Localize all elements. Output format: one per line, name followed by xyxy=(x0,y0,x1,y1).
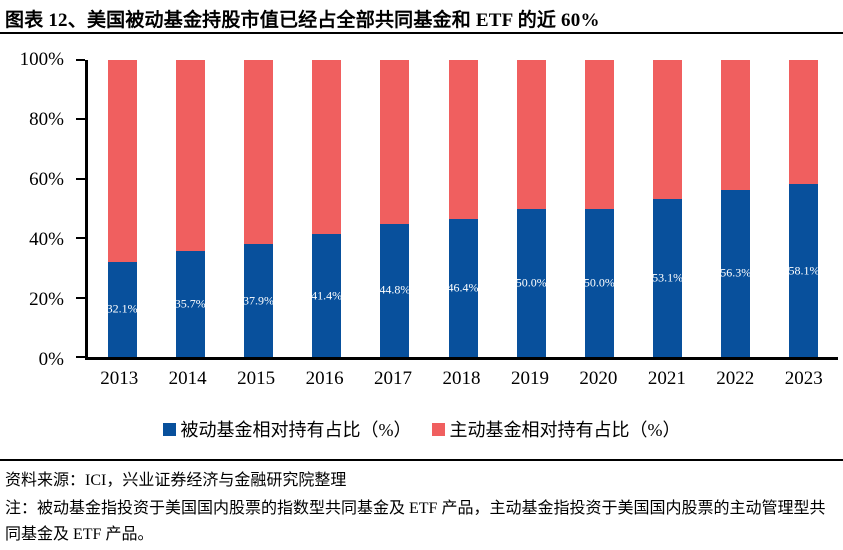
source-text: 资料来源：ICI，兴业证券经济与金融研究院整理 xyxy=(5,472,347,489)
legend-label: 被动基金相对持有占比（%） xyxy=(180,420,412,440)
bar-column: 46.4% xyxy=(429,60,497,357)
passive-fund-segment: 46.4% xyxy=(447,219,479,357)
note-text: 注：被动基金指投资于美国国内股票的指数型共同基金及 ETF 产品，主动基金指投资… xyxy=(5,500,826,543)
stacked-bar: 32.1% xyxy=(106,60,138,357)
legend-swatch-icon xyxy=(162,422,176,436)
passive-fund-segment: 37.9% xyxy=(242,244,274,357)
bar-column: 35.7% xyxy=(156,60,224,357)
stacked-bar: 53.1% xyxy=(652,60,684,357)
stacked-bar: 56.3% xyxy=(720,60,752,357)
bar-column: 56.3% xyxy=(702,60,770,357)
x-axis-year-label: 2017 xyxy=(374,368,413,389)
y-axis-tick-label: 60% xyxy=(29,169,64,190)
x-axis-year-label: 2019 xyxy=(510,368,549,389)
passive-fund-segment: 41.4% xyxy=(311,234,343,357)
active-fund-segment xyxy=(107,60,137,262)
chart-legend: 被动基金相对持有占比（%） 主动基金相对持有占比（%） xyxy=(0,416,843,442)
x-axis-labels: 2013 2014 2015 2016 2017 2018 2019 2020 2021 2022… xyxy=(85,368,838,390)
active-fund-segment xyxy=(448,60,478,220)
legend-label: 主动基金相对持有占比（%） xyxy=(449,420,681,440)
passive-fund-segment: 44.8% xyxy=(379,223,411,357)
active-fund-segment xyxy=(721,60,751,190)
stacked-bar: 41.4% xyxy=(311,60,343,357)
bar-column: 50.0% xyxy=(565,60,633,357)
passive-fund-segment: 50.0% xyxy=(515,208,547,357)
active-fund-segment xyxy=(243,60,273,245)
y-axis-tick-mark xyxy=(76,59,85,61)
legend-item: 主动基金相对持有占比（%） xyxy=(431,416,681,442)
x-axis-year-label: 2018 xyxy=(442,368,481,389)
bar-value-label: 32.1% xyxy=(106,301,138,316)
plot-area: 32.1% 35.7% 37.9% 41.4% 44.8% 46.4% 50.0% 50.0%… xyxy=(76,59,838,360)
active-fund-segment xyxy=(175,60,205,251)
passive-fund-segment: 35.7% xyxy=(174,250,206,357)
active-fund-segment xyxy=(380,60,410,224)
passive-fund-segment: 56.3% xyxy=(720,189,752,357)
y-axis-tick-mark xyxy=(76,296,85,299)
bar-series-container: 32.1% 35.7% 37.9% 41.4% 44.8% 46.4% 50.0% 50.0%… xyxy=(88,60,838,357)
stacked-bar: 46.4% xyxy=(447,60,479,357)
bar-value-label: 58.1% xyxy=(788,263,820,278)
bar-value-label: 53.1% xyxy=(652,270,684,285)
figure-footer: 资料来源：ICI，兴业证券经济与金融研究院整理 注：被动基金指投资于美国国内股票… xyxy=(5,468,838,548)
bar-value-label: 37.9% xyxy=(242,293,274,308)
y-axis-tick-label: 80% xyxy=(29,109,64,130)
bar-column: 32.1% xyxy=(88,60,156,357)
legend-item: 被动基金相对持有占比（%） xyxy=(162,416,412,442)
y-axis-tick-mark xyxy=(76,118,85,121)
bar-value-label: 41.4% xyxy=(311,288,343,303)
bar-value-label: 56.3% xyxy=(720,265,752,280)
y-axis-labels: 100% 80% 60% 40% 20% 0% xyxy=(0,49,72,370)
active-fund-segment xyxy=(516,60,546,209)
bar-column: 53.1% xyxy=(634,60,702,357)
footer-divider-line xyxy=(0,459,843,461)
bar-value-label: 50.0% xyxy=(515,275,547,290)
y-axis-tick-label: 40% xyxy=(29,229,64,250)
passive-fund-segment: 50.0% xyxy=(583,208,615,357)
active-fund-segment xyxy=(789,60,819,185)
stacked-bar: 58.1% xyxy=(788,60,820,357)
stacked-bar: 37.9% xyxy=(242,60,274,357)
y-axis-tick-label: 100% xyxy=(19,49,64,70)
x-axis-year-label: 2013 xyxy=(100,368,139,389)
bar-value-label: 44.8% xyxy=(379,282,411,297)
x-axis-year-label: 2016 xyxy=(305,368,344,389)
y-axis-tick-mark xyxy=(76,237,85,240)
passive-fund-segment: 32.1% xyxy=(106,261,138,357)
stacked-bar: 44.8% xyxy=(379,60,411,357)
active-fund-segment xyxy=(653,60,683,200)
bar-column: 37.9% xyxy=(224,60,292,357)
passive-fund-segment: 53.1% xyxy=(652,199,684,357)
x-axis-year-label: 2022 xyxy=(716,368,755,389)
bar-value-label: 50.0% xyxy=(583,275,615,290)
stacked-bar: 50.0% xyxy=(515,60,547,357)
bar-value-label: 46.4% xyxy=(447,280,479,295)
bar-value-label: 35.7% xyxy=(174,296,206,311)
x-axis-year-label: 2020 xyxy=(579,368,618,389)
y-axis-tick-mark xyxy=(76,356,85,358)
bar-column: 44.8% xyxy=(361,60,429,357)
y-axis-tick-label: 20% xyxy=(29,289,64,310)
x-axis-year-label: 2015 xyxy=(237,368,276,389)
y-axis-tick-label: 0% xyxy=(38,349,64,370)
bar-column: 58.1% xyxy=(770,60,838,357)
x-axis-year-label: 2021 xyxy=(647,368,686,389)
y-axis-tick-mark xyxy=(76,177,85,180)
active-fund-segment xyxy=(312,60,342,235)
passive-fund-segment: 58.1% xyxy=(788,184,820,357)
active-fund-segment xyxy=(584,60,614,209)
legend-swatch-icon xyxy=(431,422,445,436)
x-axis-year-label: 2023 xyxy=(784,368,823,389)
figure-title: 图表 12、美国被动基金持股市值已经占全部共同基金和 ETF 的近 60% xyxy=(5,10,600,31)
stacked-bar: 50.0% xyxy=(583,60,615,357)
bar-column: 50.0% xyxy=(497,60,565,357)
bar-column: 41.4% xyxy=(293,60,361,357)
title-divider-line xyxy=(0,32,843,34)
stacked-bar: 35.7% xyxy=(174,60,206,357)
x-axis-year-label: 2014 xyxy=(168,368,207,389)
